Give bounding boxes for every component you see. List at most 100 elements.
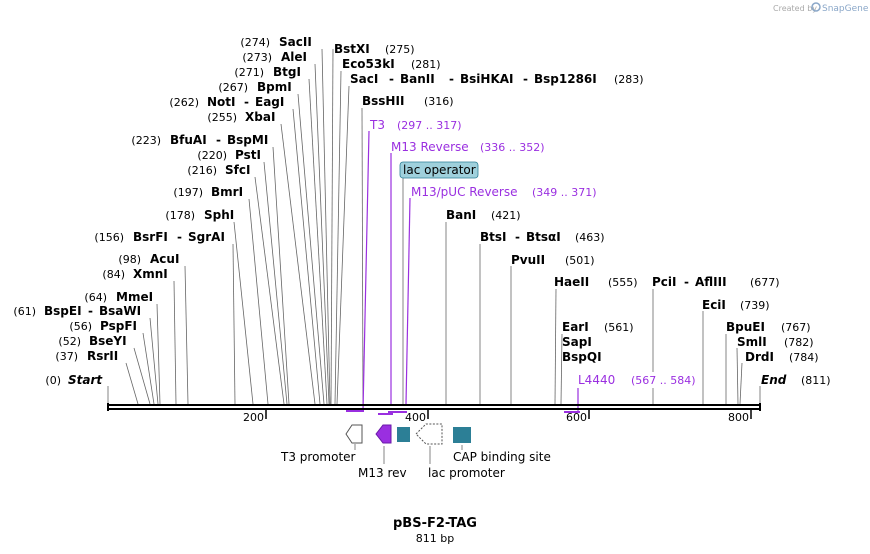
leader-eco53ki [334, 70, 342, 405]
svg-text:BtgI: BtgI [273, 65, 301, 79]
promoter-arrow-icon [415, 423, 443, 445]
svg-text:(677): (677) [750, 276, 780, 289]
primer-m13-puc-reverse[interactable]: M13/pUC Reverse (349 .. 371) [388, 185, 597, 413]
enzyme-label-bmri: (197) BmrI [173, 185, 243, 199]
snapgene-logo-icon [811, 2, 821, 12]
leader-bsshii [361, 107, 364, 405]
svg-text:SapI: SapI [562, 335, 592, 349]
svg-text:lac promoter: lac promoter [428, 466, 505, 480]
enzyme-label-xmni: (84) XmnI [102, 267, 167, 281]
leader-bseyi [133, 347, 151, 405]
svg-text:PciI: PciI [652, 275, 677, 289]
svg-text:XmnI: XmnI [133, 267, 168, 281]
primer-m13-reverse[interactable]: M13 Reverse (336 .. 352) [378, 140, 545, 415]
leader-xmni [173, 280, 177, 405]
svg-text:L4440: L4440 [578, 373, 615, 387]
svg-text:End: End [761, 373, 787, 387]
svg-text:BpmI: BpmI [257, 80, 292, 94]
svg-text:-: - [515, 230, 520, 244]
svg-text:(52): (52) [58, 335, 81, 348]
enzyme-label-pvuii: PvuII (501) [511, 253, 595, 267]
primer-l4440[interactable]: L4440 (567 .. 584) [564, 372, 702, 413]
svg-text:(421): (421) [491, 209, 521, 222]
leader-bfuai [272, 146, 290, 405]
svg-text:BmrI: BmrI [211, 185, 243, 199]
svg-text:BsiHKAI: BsiHKAI [460, 72, 514, 86]
feature-lac-operator-box[interactable] [397, 427, 410, 442]
feature-t3-promoter[interactable]: T3 promoter [280, 424, 363, 464]
enzyme-label-alei: (273) AleI [242, 50, 307, 64]
enzyme-label-psti: (220) PstI [197, 148, 261, 162]
ruler-label: 800 [728, 411, 749, 424]
svg-text:SmlI: SmlI [737, 335, 767, 349]
enzyme-label-sacii: (274) SacII [240, 35, 311, 49]
svg-text:(0): (0) [45, 374, 61, 387]
svg-text:BsaWI: BsaWI [99, 304, 141, 318]
svg-text:BanI: BanI [446, 208, 476, 222]
promoter-arrow-icon [345, 424, 363, 444]
svg-text:BsrFI: BsrFI [133, 230, 168, 244]
svg-text:-: - [216, 133, 221, 147]
svg-text:M13 Reverse: M13 Reverse [391, 140, 469, 154]
leader-smli [736, 347, 739, 405]
svg-text:EagI: EagI [255, 95, 284, 109]
svg-text:(216): (216) [187, 164, 217, 177]
svg-text:(98): (98) [118, 253, 141, 266]
svg-text:(178): (178) [165, 209, 195, 222]
feature-lac-promoter[interactable]: lac promoter [415, 423, 505, 480]
svg-text:EarI: EarI [562, 320, 589, 334]
leader-alei [314, 63, 330, 405]
leader-bstxi [330, 48, 334, 405]
svg-text:BfuAI: BfuAI [170, 133, 207, 147]
leader-bmri [248, 198, 269, 405]
svg-text:HaeII: HaeII [554, 275, 589, 289]
svg-text:(567 .. 584): (567 .. 584) [631, 374, 696, 387]
enzyme-label-bseyi: (52) BseYI [58, 334, 126, 348]
svg-text:PstI: PstI [235, 148, 261, 162]
dna-backbone [107, 403, 761, 411]
svg-text:M13 rev: M13 rev [358, 466, 407, 480]
enzyme-label-haeii: HaeII (555) [554, 275, 638, 289]
created-by-text: Created by [773, 4, 817, 13]
map-title: pBS-F2-TAG 811 bp [393, 516, 477, 545]
leader-bsrfi [232, 243, 236, 405]
svg-text:(61): (61) [13, 305, 36, 318]
plasmid-length: 811 bp [416, 532, 454, 545]
svg-text:(316): (316) [424, 95, 454, 108]
svg-text:BspEI: BspEI [44, 304, 82, 318]
leader-saci [336, 85, 350, 405]
svg-text:SfcI: SfcI [225, 163, 250, 177]
svg-text:(739): (739) [740, 299, 770, 312]
svg-text:RsrII: RsrII [87, 349, 118, 363]
enzyme-label-noti: (262) NotI - EagI [169, 95, 284, 109]
ruler-label: 600 [566, 411, 587, 424]
svg-text:-: - [177, 230, 182, 244]
svg-text:MmeI: MmeI [116, 290, 153, 304]
feature-cap-binding-site[interactable]: CAP binding site [453, 427, 551, 464]
svg-text:NotI: NotI [207, 95, 236, 109]
snapgene-app-name: SnapGene [822, 4, 869, 14]
svg-text:(275): (275) [385, 43, 415, 56]
enzyme-label-bspei: (61) BspEI - BsaWI [13, 304, 141, 318]
svg-text:(197): (197) [173, 186, 203, 199]
feature-m13-rev[interactable]: M13 rev [358, 424, 407, 480]
primer-bind-arrow-icon [375, 424, 392, 444]
leader-sacii [321, 48, 331, 405]
svg-text:(262): (262) [169, 96, 199, 109]
enzyme-label-saci: SacI - BanII - BsiHKAI - Bsp1286I (283) [350, 72, 644, 86]
svg-text:(297 .. 317): (297 .. 317) [397, 119, 462, 132]
primer-t3[interactable]: T3 (297 .. 317) [346, 118, 462, 412]
svg-text:(555): (555) [608, 276, 638, 289]
svg-text:XbaI: XbaI [245, 110, 275, 124]
enzyme-label-acui: (98) AcuI [118, 252, 179, 266]
svg-text:BstXI: BstXI [334, 42, 370, 56]
svg-text:AleI: AleI [281, 50, 307, 64]
svg-text:-: - [389, 72, 394, 86]
enzyme-label-bsshii: BssHII (316) [362, 94, 454, 108]
svg-text:lac operator: lac operator [403, 163, 476, 177]
svg-text:-: - [523, 72, 528, 86]
ruler-label: 200 [243, 411, 264, 424]
svg-text:(501): (501) [565, 254, 595, 267]
feature-lac-operator[interactable]: lac operator [399, 161, 479, 404]
svg-text:PspFI: PspFI [100, 319, 137, 333]
